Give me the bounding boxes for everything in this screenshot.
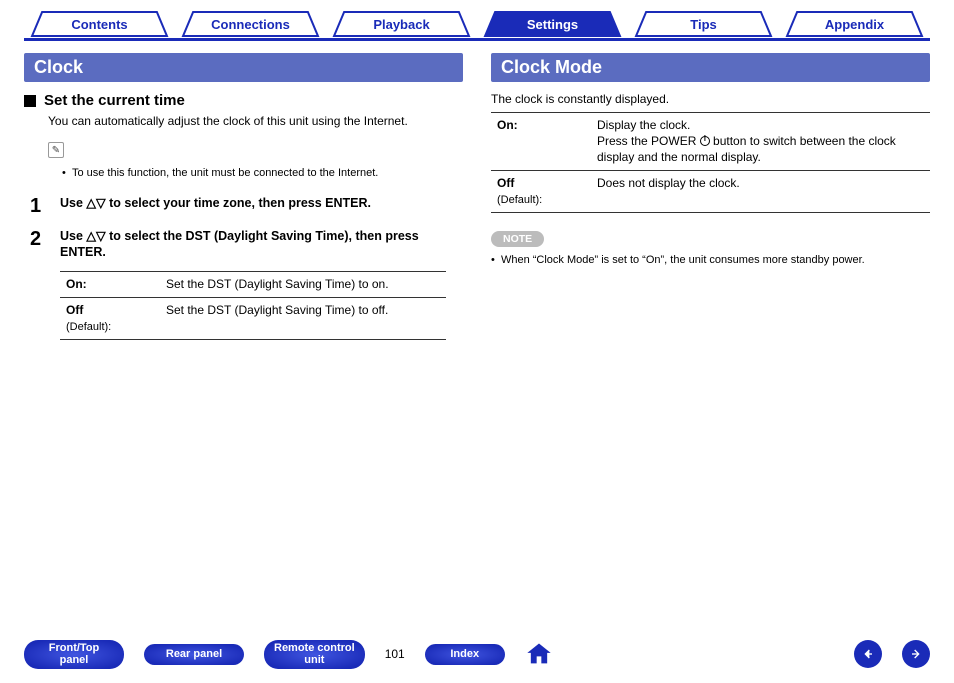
tab-playback[interactable]: Playback bbox=[326, 10, 477, 38]
step-text: Use △▽ to select the DST (Daylight Savin… bbox=[60, 228, 463, 262]
col-clock: Clock Set the current time You can autom… bbox=[24, 53, 463, 340]
option-desc: Set the DST (Daylight Saving Time) to on… bbox=[160, 272, 446, 297]
tab-tips[interactable]: Tips bbox=[628, 10, 779, 38]
option-label: Off(Default): bbox=[491, 170, 591, 212]
option-label: On: bbox=[491, 113, 591, 171]
option-label: On: bbox=[60, 272, 160, 297]
option-desc: Set the DST (Daylight Saving Time) to of… bbox=[160, 297, 446, 339]
step-text: Use △▽ to select your time zone, then pr… bbox=[60, 195, 463, 218]
btn-front-top-panel[interactable]: Front/Toppanel bbox=[24, 640, 124, 669]
page-number: 101 bbox=[385, 647, 405, 661]
tab-appendix[interactable]: Appendix bbox=[779, 10, 930, 38]
table-row: On:Display the clock.Press the POWER but… bbox=[491, 113, 930, 171]
internet-note: To use this function, the unit must be c… bbox=[62, 166, 463, 180]
tab-connections[interactable]: Connections bbox=[175, 10, 326, 38]
step-2: 2 Use △▽ to select the DST (Daylight Savi… bbox=[30, 228, 463, 262]
option-desc: Display the clock.Press the POWER button… bbox=[591, 113, 930, 171]
note-pill: NOTE bbox=[491, 231, 544, 247]
tab-settings[interactable]: Settings bbox=[477, 10, 628, 38]
bottom-bar: Front/Toppanel Rear panel Remote control… bbox=[24, 640, 930, 669]
power-icon bbox=[700, 136, 710, 146]
col-clock-mode: Clock Mode The clock is constantly displ… bbox=[491, 53, 930, 340]
note-text: When “Clock Mode” is set to “On”, the un… bbox=[491, 253, 930, 268]
option-desc: Does not display the clock. bbox=[591, 170, 930, 212]
mode-table: On:Display the clock.Press the POWER but… bbox=[491, 112, 930, 213]
step-1: 1 Use △▽ to select your time zone, then p… bbox=[30, 195, 463, 218]
subhead-set-time: Set the current time bbox=[24, 92, 463, 109]
option-label: Off(Default): bbox=[60, 297, 160, 339]
next-page-button[interactable] bbox=[902, 640, 930, 668]
subhead-text: Set the current time bbox=[44, 92, 185, 109]
btn-rear-panel[interactable]: Rear panel bbox=[144, 644, 244, 665]
table-row: Off(Default):Set the DST (Daylight Savin… bbox=[60, 297, 446, 339]
pencil-icon: ✎ bbox=[48, 142, 64, 158]
top-tabs: ContentsConnectionsPlaybackSettingsTipsA… bbox=[24, 10, 930, 38]
tab-underline bbox=[24, 38, 930, 41]
home-icon[interactable] bbox=[525, 640, 553, 668]
step-number: 2 bbox=[30, 228, 46, 262]
step-number: 1 bbox=[30, 195, 46, 218]
btn-remote-control[interactable]: Remote controlunit bbox=[264, 640, 365, 669]
table-row: On:Set the DST (Daylight Saving Time) to… bbox=[60, 272, 446, 297]
tab-contents[interactable]: Contents bbox=[24, 10, 175, 38]
table-row: Off(Default):Does not display the clock. bbox=[491, 170, 930, 212]
dst-table: On:Set the DST (Daylight Saving Time) to… bbox=[60, 271, 446, 339]
btn-index[interactable]: Index bbox=[425, 644, 505, 665]
intro-text: You can automatically adjust the clock o… bbox=[48, 113, 463, 130]
section-header-clock-mode: Clock Mode bbox=[491, 53, 930, 82]
up-down-triangle-icon: △▽ bbox=[86, 196, 105, 210]
section-header-clock: Clock bbox=[24, 53, 463, 82]
mode-intro: The clock is constantly displayed. bbox=[491, 92, 930, 106]
prev-page-button[interactable] bbox=[854, 640, 882, 668]
up-down-triangle-icon: △▽ bbox=[86, 229, 105, 243]
square-bullet-icon bbox=[24, 95, 36, 107]
